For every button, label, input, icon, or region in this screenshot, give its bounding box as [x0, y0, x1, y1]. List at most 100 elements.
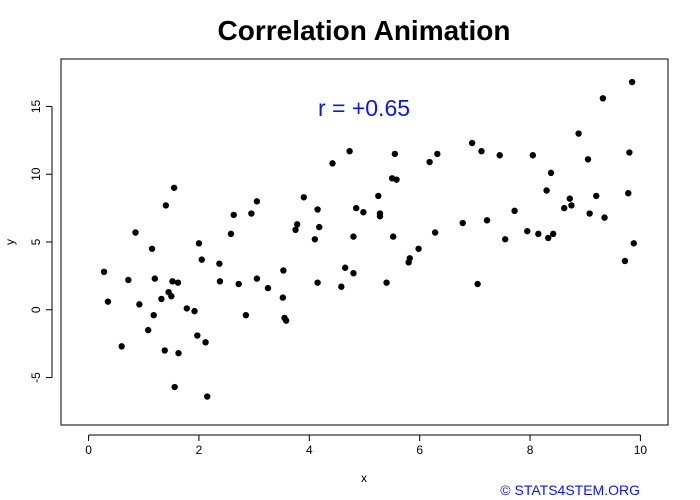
data-point	[279, 294, 287, 301]
data-point	[478, 147, 485, 155]
data-point	[314, 279, 321, 286]
data-point	[132, 229, 139, 236]
data-point	[171, 383, 178, 391]
data-point	[545, 234, 552, 242]
data-point	[543, 187, 550, 194]
data-point	[415, 245, 422, 252]
data-point	[468, 139, 476, 147]
data-point	[529, 152, 537, 159]
data-point	[161, 347, 168, 354]
data-point	[264, 284, 272, 292]
data-point	[375, 192, 382, 200]
data-point	[170, 184, 178, 191]
correlation-annotation: r = +0.65	[318, 95, 410, 121]
data-point	[474, 280, 481, 288]
y-tick-label: 10	[29, 167, 43, 181]
data-point	[626, 149, 633, 156]
x-tick-label: 10	[634, 443, 648, 457]
data-point	[168, 293, 175, 300]
data-point	[194, 332, 201, 339]
data-point	[601, 214, 608, 221]
data-point	[175, 349, 182, 357]
data-point	[100, 268, 108, 276]
data-point	[282, 317, 290, 324]
data-point	[104, 298, 112, 305]
data-point	[350, 233, 357, 240]
data-point	[235, 280, 242, 288]
data-point	[338, 283, 345, 290]
data-point	[162, 202, 170, 209]
data-point	[630, 240, 637, 247]
data-point	[389, 233, 397, 240]
data-point	[148, 245, 156, 252]
data-point	[550, 230, 557, 238]
data-point	[280, 267, 287, 274]
data-point	[314, 206, 321, 213]
data-point	[561, 204, 568, 212]
data-point	[292, 226, 299, 233]
data-point	[144, 326, 152, 334]
data-point	[125, 276, 132, 284]
data-point	[248, 210, 255, 217]
data-point	[524, 227, 531, 235]
x-tick-label: 6	[416, 443, 423, 457]
data-point	[584, 156, 592, 163]
data-points	[100, 78, 637, 400]
data-point	[216, 278, 224, 285]
data-point	[628, 78, 636, 86]
data-point	[621, 257, 629, 265]
data-point	[502, 236, 509, 243]
data-point	[150, 312, 157, 319]
data-point	[393, 176, 400, 183]
data-point	[586, 210, 593, 217]
data-point	[216, 260, 223, 267]
data-point	[195, 240, 203, 247]
data-point	[300, 194, 307, 201]
plot-frame	[60, 58, 669, 426]
chart-title: Correlation Animation	[218, 15, 511, 46]
data-point	[242, 312, 250, 319]
y-tick-label: 5	[29, 238, 43, 245]
y-axis: -5 0 5 10 15	[29, 99, 53, 383]
x-axis-label: x	[361, 471, 367, 485]
data-point	[183, 305, 191, 312]
data-point	[151, 275, 159, 282]
data-point	[625, 190, 632, 197]
data-point	[350, 269, 357, 277]
data-point	[391, 150, 399, 158]
x-axis: 0 2 4 6 8 10	[85, 434, 648, 457]
data-point	[136, 301, 143, 308]
data-point	[483, 217, 491, 224]
x-tick-label: 8	[527, 443, 534, 457]
data-point	[383, 279, 390, 286]
data-point	[406, 255, 413, 262]
x-tick-label: 0	[85, 443, 92, 457]
x-tick-label: 4	[306, 443, 313, 457]
data-point	[431, 229, 439, 236]
data-point	[202, 339, 209, 346]
data-point	[568, 202, 575, 209]
data-point	[174, 279, 182, 286]
data-point	[293, 221, 301, 228]
data-point	[566, 195, 573, 202]
data-point	[329, 160, 336, 167]
data-point	[204, 393, 211, 400]
data-point	[316, 223, 323, 231]
data-point	[535, 230, 542, 238]
data-point	[426, 158, 433, 166]
data-point	[434, 150, 441, 158]
data-point	[191, 307, 198, 315]
x-tick-label: 2	[196, 443, 203, 457]
y-tick-label: 0	[29, 306, 43, 313]
copyright-text: © STATS4STEM.ORG	[500, 482, 640, 498]
y-tick-label: -5	[29, 372, 43, 383]
data-point	[118, 343, 125, 350]
data-point	[253, 275, 261, 282]
data-point	[376, 210, 384, 217]
data-point	[353, 204, 360, 212]
data-point	[169, 278, 176, 285]
data-point	[511, 207, 518, 215]
data-point	[459, 219, 466, 227]
data-point	[341, 264, 349, 271]
